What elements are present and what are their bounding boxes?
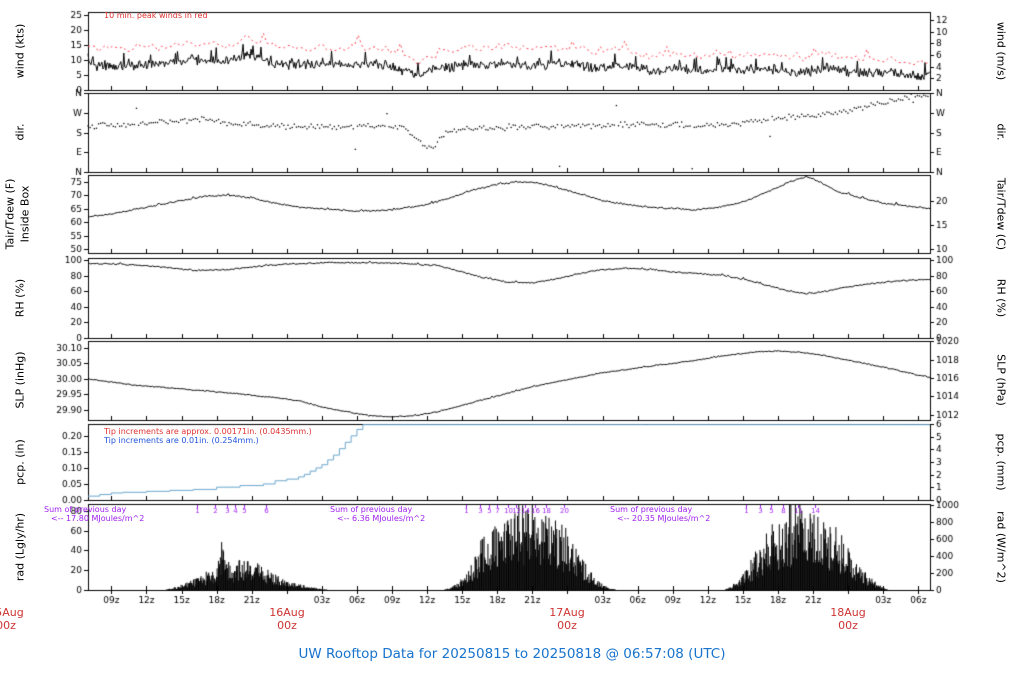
y-axis-label-dir-right: dir. xyxy=(994,123,1008,141)
y-axis-label-slp-right: SLP (hPa) xyxy=(994,354,1008,406)
rad-sum-line1: Sum of previous day xyxy=(44,505,127,514)
date-hour: 00z xyxy=(277,619,297,632)
date-day: 16Aug xyxy=(269,606,305,619)
date-label-15aug: 15Aug 00z xyxy=(0,606,24,632)
annotation-peak-winds: 10 min. peak winds in red xyxy=(104,11,208,20)
date-hour: 00z xyxy=(838,619,858,632)
rad-sum-annotation-2: Sum of previous day <-- 6.36 MJoules/m^2 xyxy=(330,505,425,523)
y-axis-label-rad-right: rad (W/m^2) xyxy=(994,511,1008,583)
y-axis-label-temp-left-inside-box: Inside Box xyxy=(18,185,32,243)
y-axis-label-pcp-left: pcp. (in) xyxy=(13,439,27,485)
y-axis-label-temp-left: Tair/Tdew (F) xyxy=(3,178,17,250)
date-hour: 00z xyxy=(0,619,16,632)
y-axis-label-rh-right: RH (%) xyxy=(994,278,1008,318)
y-axis-label-temp-right: Tair/Tdew (C) xyxy=(994,177,1008,251)
date-day: 15Aug xyxy=(0,606,24,619)
date-hour: 00z xyxy=(557,619,577,632)
rad-sum-line2: <-- 20.35 MJoules/m^2 xyxy=(617,514,711,523)
rad-sum-line2: <-- 17.80 MJoules/m^2 xyxy=(51,514,145,523)
date-label-16aug: 16Aug 00z xyxy=(269,606,304,632)
y-axis-label-rad-left: rad (Lgly/hr) xyxy=(13,512,27,582)
rad-sum-annotation-1: Sum of previous day <-- 17.80 MJoules/m^… xyxy=(44,505,144,523)
date-label-18aug: 18Aug 00z xyxy=(830,606,865,632)
rad-sum-line2: <-- 6.36 MJoules/m^2 xyxy=(337,514,426,523)
y-axis-label-dir-left: dir. xyxy=(13,123,27,141)
annotation-tip-increments: Tip increments are 0.01in. (0.254mm.) xyxy=(104,436,259,445)
y-axis-label-wind-left: wind (kts) xyxy=(13,23,27,79)
y-axis-label-rh-left: RH (%) xyxy=(13,278,27,318)
y-axis-label-wind-right: wind (m/s) xyxy=(994,21,1008,81)
rad-sum-line1: Sum of previous day xyxy=(610,505,693,514)
y-axis-label-pcp-right: pcp. (mm) xyxy=(994,433,1008,491)
date-day: 18Aug xyxy=(830,606,866,619)
rad-sum-annotation-3: Sum of previous day <-- 20.35 MJoules/m^… xyxy=(610,505,710,523)
date-day: 17Aug xyxy=(549,606,585,619)
date-label-17aug: 17Aug 00z xyxy=(549,606,584,632)
page-title: UW Rooftop Data for 20250815 to 20250818… xyxy=(298,646,726,662)
rad-sum-line1: Sum of previous day xyxy=(330,505,413,514)
annotation-tip-increments-approx: Tip increments are approx. 0.00171in. (0… xyxy=(104,427,312,436)
y-axis-label-slp-left: SLP (inHg) xyxy=(13,351,27,409)
